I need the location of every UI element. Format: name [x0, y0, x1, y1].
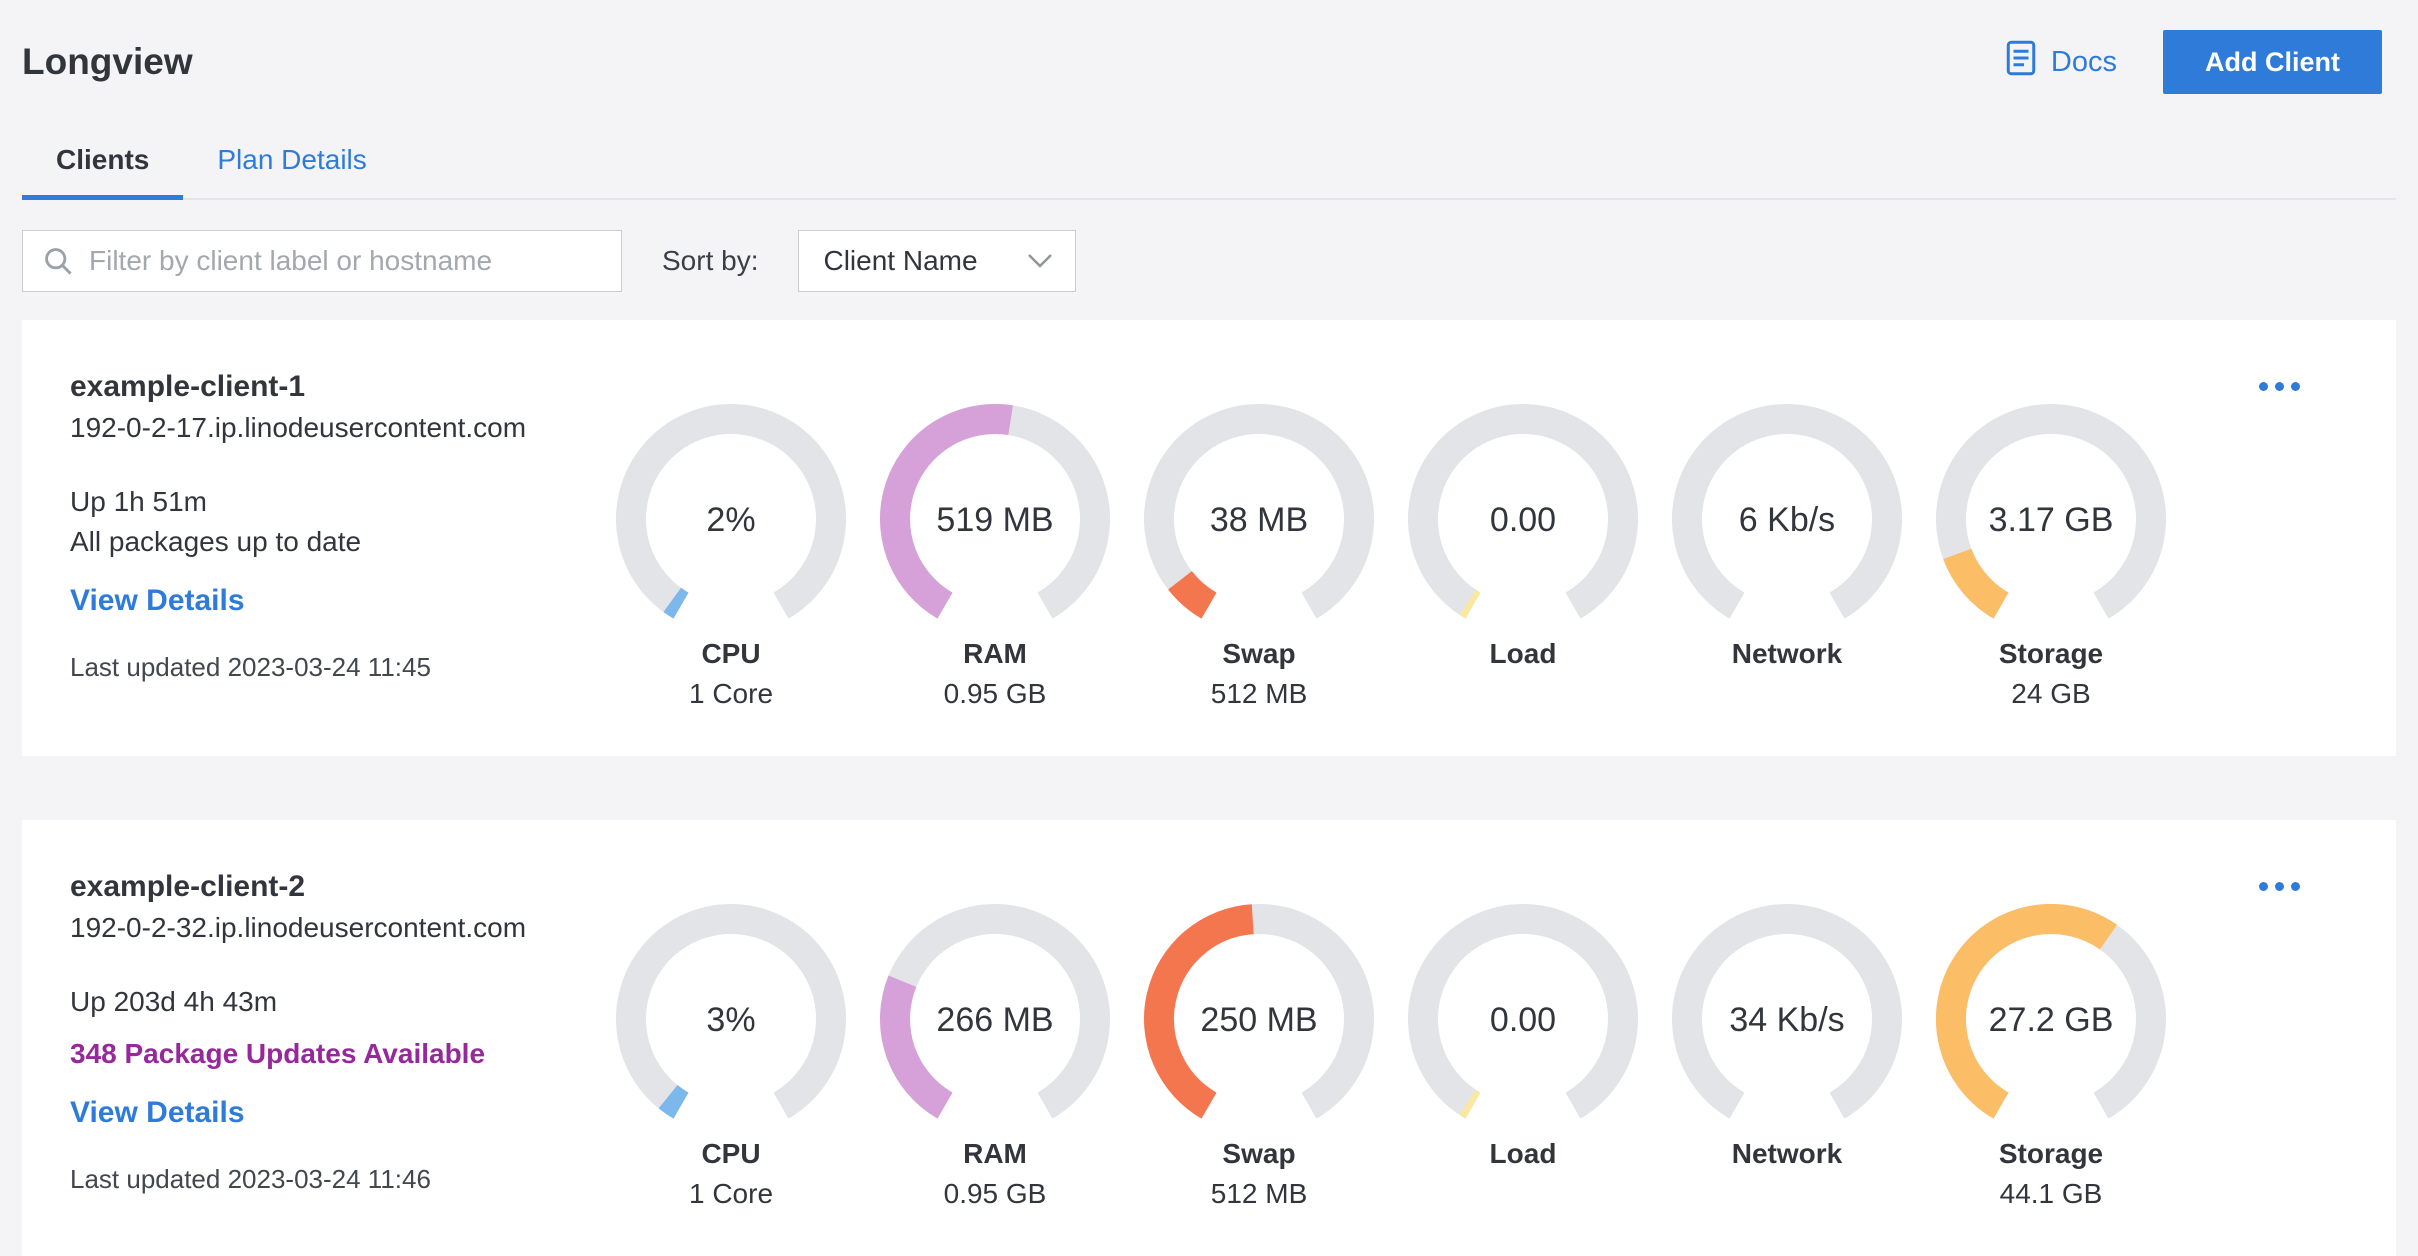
svg-text:38 MB: 38 MB	[1210, 501, 1308, 539]
gauges-row: 3% CPU 1 Core 266 MB RAM 0.95 GB 250 MB Swap 512…	[616, 904, 2166, 1210]
svg-text:3%: 3%	[706, 1001, 755, 1039]
chevron-down-icon	[1027, 253, 1053, 269]
gauge-title: Network	[1731, 638, 1843, 669]
svg-text:250 MB: 250 MB	[1200, 1001, 1317, 1039]
gauge-subtitle	[1672, 1178, 1902, 1208]
sort-select[interactable]: Client Name	[798, 230, 1077, 292]
search-box	[22, 230, 622, 292]
search-icon	[42, 245, 74, 277]
gauge-title: RAM	[963, 1138, 1027, 1169]
header-actions: Docs Add Client	[2005, 30, 2382, 94]
gauge-subtitle	[1408, 1178, 1638, 1208]
svg-text:266 MB: 266 MB	[936, 1001, 1053, 1039]
svg-text:6 Kb/s: 6 Kb/s	[1739, 501, 1835, 539]
gauge-network: 34 Kb/s Network	[1672, 904, 1902, 1210]
client-uptime: Up 203d 4h 43m	[70, 986, 278, 1017]
last-updated: Last updated 2023-03-24 11:46	[70, 1164, 431, 1194]
page-title: Longview	[22, 41, 193, 82]
ellipsis-dot	[2275, 882, 2284, 891]
gauge-subtitle: 512 MB	[1210, 678, 1308, 709]
gauge-swap: 38 MB Swap 512 MB	[1144, 404, 1374, 710]
svg-text:0.00: 0.00	[1490, 1001, 1556, 1039]
gauge-title: Load	[1489, 638, 1557, 669]
gauge-subtitle: 1 Core	[688, 678, 774, 709]
client-filter-input[interactable]	[22, 230, 622, 292]
gauge-subtitle	[1408, 678, 1638, 708]
gauge-subtitle: 24 GB	[2011, 678, 2091, 709]
gauge-cpu: 2% CPU 1 Core	[616, 404, 846, 710]
gauge-load: 0.00 Load	[1408, 404, 1638, 710]
client-hostname: 192-0-2-17.ip.linodeusercontent.com	[70, 412, 527, 443]
gauge-subtitle: 1 Core	[688, 1178, 774, 1209]
gauge-storage: 3.17 GB Storage 24 GB	[1936, 404, 2166, 710]
svg-text:2%: 2%	[706, 501, 755, 539]
page-header: Longview Docs Add Client	[22, 0, 2396, 94]
gauge-swap: 250 MB Swap 512 MB	[1144, 904, 1374, 1210]
gauge-ram: 519 MB RAM 0.95 GB	[880, 404, 1110, 710]
svg-text:34 Kb/s: 34 Kb/s	[1729, 1001, 1844, 1039]
gauge-subtitle: 44.1 GB	[1999, 1178, 2103, 1209]
client-packages-status[interactable]: 348 Package Updates Available	[70, 1038, 486, 1069]
svg-text:519 MB: 519 MB	[936, 501, 1053, 539]
client-card-2: example-client-2 192-0-2-32.ip.linodeuse…	[22, 820, 2396, 1256]
tab-bar: Clients Plan Details	[22, 128, 2396, 200]
client-info: example-client-2 192-0-2-32.ip.linodeuse…	[70, 870, 600, 1210]
gauge-title: Load	[1489, 1138, 1557, 1169]
client-uptime: Up 1h 51m	[70, 486, 207, 517]
tab-clients[interactable]: Clients	[22, 128, 184, 200]
docs-link-label: Docs	[2050, 45, 2117, 78]
gauge-load: 0.00 Load	[1408, 904, 1638, 1210]
ellipsis-dot	[2291, 382, 2300, 391]
sort-by-label: Sort by:	[662, 245, 759, 276]
ellipsis-dot	[2291, 882, 2300, 891]
client-info: example-client-1 192-0-2-17.ip.linodeuse…	[70, 370, 600, 710]
gauges-row: 2% CPU 1 Core 519 MB RAM 0.95 GB 38 MB Swap 512 …	[616, 404, 2166, 710]
client-packages-status: All packages up to date	[70, 526, 362, 557]
view-details-link[interactable]: View Details	[70, 584, 245, 617]
svg-text:27.2 GB: 27.2 GB	[1989, 1001, 2114, 1039]
filter-row: Sort by: Client Name	[22, 230, 2396, 292]
gauge-network: 6 Kb/s Network	[1672, 404, 1902, 710]
gauge-storage: 27.2 GB Storage 44.1 GB	[1936, 904, 2166, 1210]
ellipsis-dot	[2275, 382, 2284, 391]
ellipsis-dot	[2259, 382, 2268, 391]
view-details-link[interactable]: View Details	[70, 1096, 245, 1129]
gauge-title: Swap	[1222, 638, 1296, 669]
client-name: example-client-2	[70, 870, 306, 903]
action-menu-button[interactable]	[2249, 372, 2310, 401]
gauge-subtitle: 0.95 GB	[943, 678, 1047, 709]
gauge-title: Network	[1731, 1138, 1843, 1169]
gauge-cpu: 3% CPU 1 Core	[616, 904, 846, 1210]
client-name: example-client-1	[70, 370, 306, 403]
client-card-1: example-client-1 192-0-2-17.ip.linodeuse…	[22, 320, 2396, 756]
gauge-title: CPU	[701, 1138, 761, 1169]
docs-icon	[2005, 40, 2037, 84]
client-hostname: 192-0-2-32.ip.linodeusercontent.com	[70, 912, 527, 943]
gauge-subtitle: 0.95 GB	[943, 1178, 1047, 1209]
svg-text:3.17 GB: 3.17 GB	[1989, 501, 2114, 539]
gauge-title: Storage	[1998, 638, 2104, 669]
gauge-subtitle: 512 MB	[1210, 1178, 1308, 1209]
gauge-ram: 266 MB RAM 0.95 GB	[880, 904, 1110, 1210]
action-menu-button[interactable]	[2249, 872, 2310, 901]
gauge-subtitle	[1672, 678, 1902, 708]
tab-plan-details[interactable]: Plan Details	[217, 144, 367, 175]
svg-text:0.00: 0.00	[1490, 501, 1556, 539]
gauge-title: CPU	[701, 638, 761, 669]
last-updated: Last updated 2023-03-24 11:45	[70, 652, 431, 682]
ellipsis-dot	[2259, 882, 2268, 891]
add-client-button[interactable]: Add Client	[2163, 30, 2382, 94]
sort-select-value: Client Name	[823, 245, 978, 276]
docs-link[interactable]: Docs	[2005, 40, 2117, 84]
gauge-title: Swap	[1222, 1138, 1296, 1169]
gauge-title: RAM	[963, 638, 1027, 669]
gauge-title: Storage	[1998, 1138, 2104, 1169]
